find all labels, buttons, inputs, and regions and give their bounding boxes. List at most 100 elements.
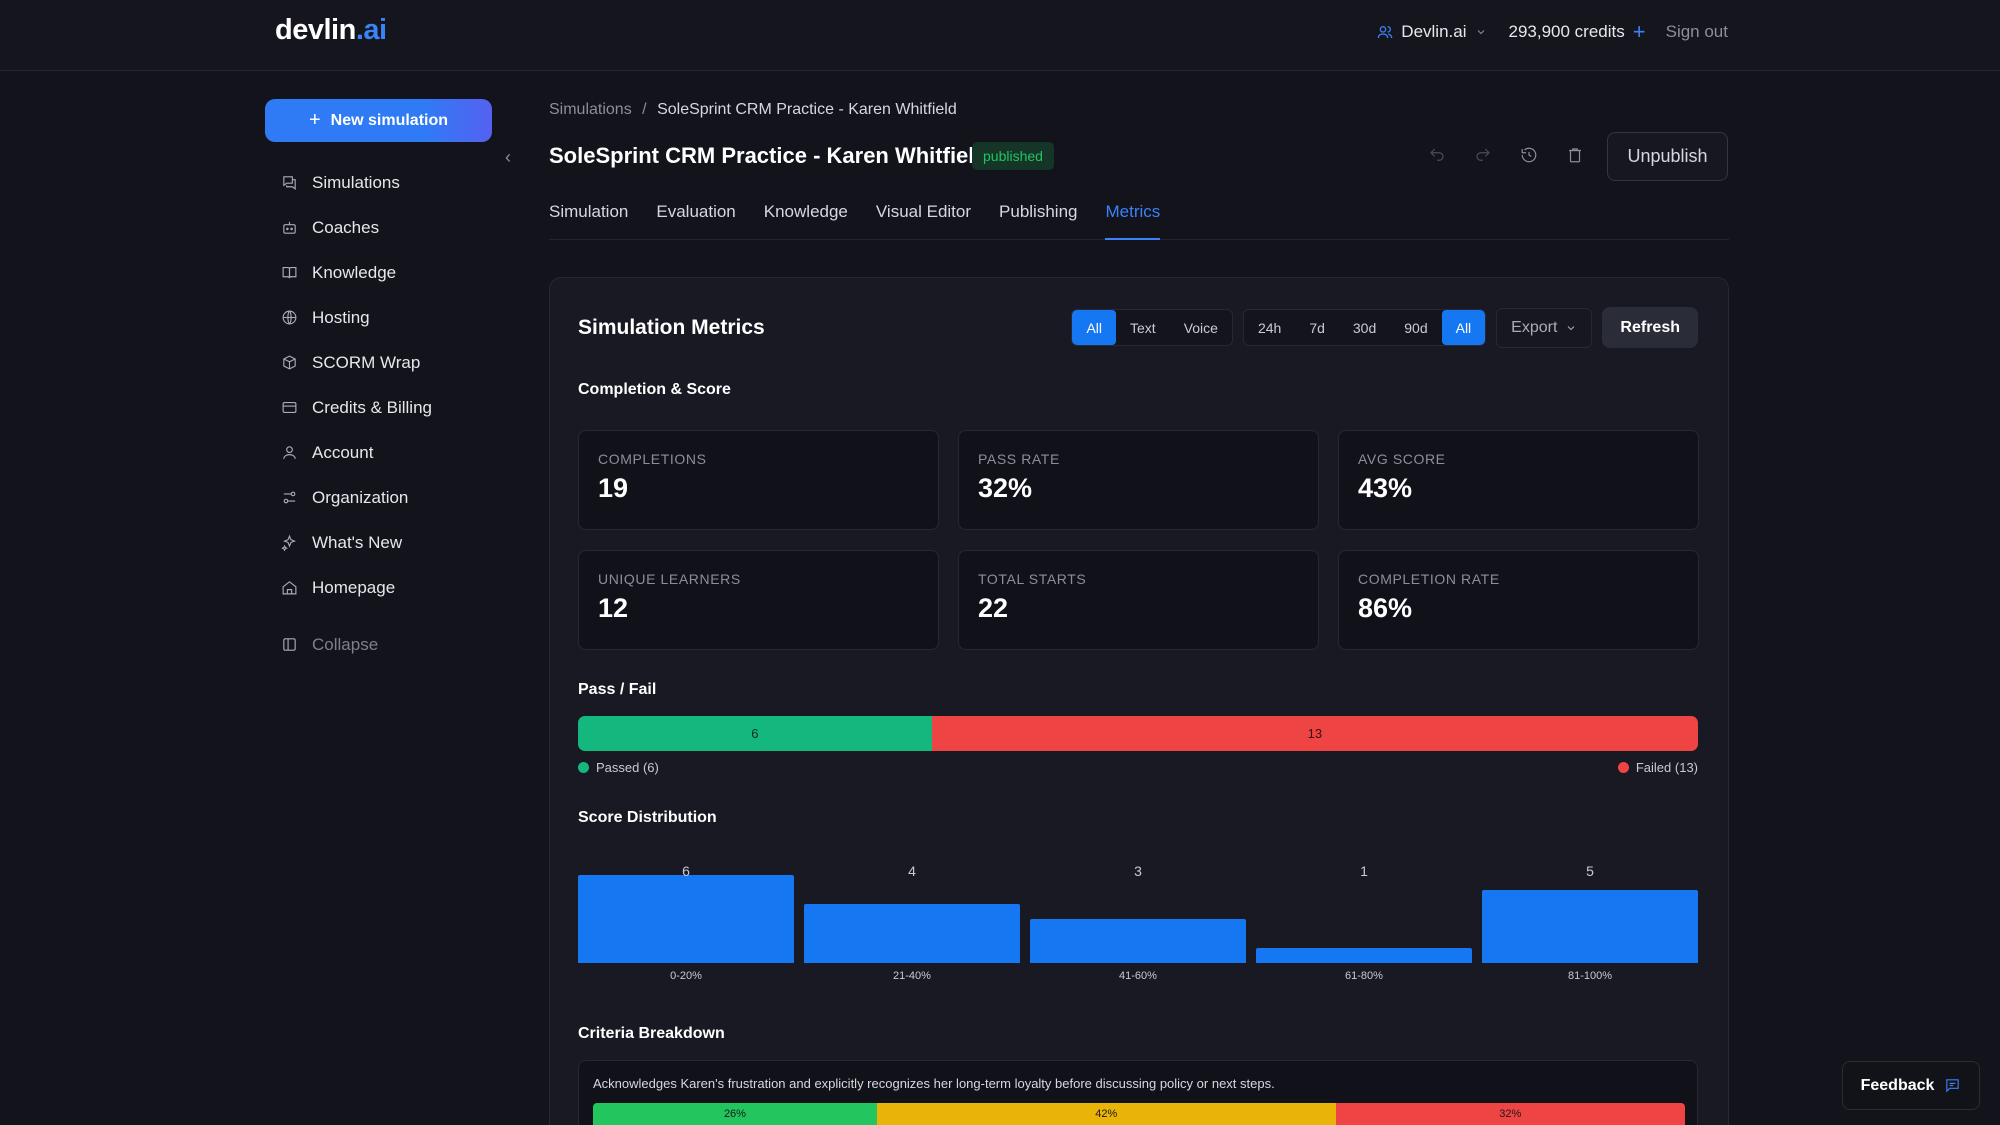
distribution-bar xyxy=(1030,919,1246,963)
criteria-segment: 32% xyxy=(1335,1103,1685,1125)
message-icon xyxy=(1946,1079,1960,1093)
users-icon xyxy=(1377,26,1393,39)
mode-all[interactable]: All xyxy=(1072,310,1117,345)
criteria-text: Acknowledges Karen's frustration and exp… xyxy=(593,1076,1275,1091)
stat-avg-score: AVG SCORE 43% xyxy=(1338,430,1699,530)
sidebar-collapse[interactable]: Collapse xyxy=(265,622,495,667)
globe-icon xyxy=(282,310,297,325)
signout-link[interactable]: Sign out xyxy=(1665,22,1728,41)
export-dropdown[interactable]: Export xyxy=(1496,307,1593,348)
home-icon xyxy=(282,581,297,595)
tab-bar: Simulation Evaluation Knowledge Visual E… xyxy=(549,200,1729,240)
chevron-down-icon xyxy=(1568,325,1575,330)
top-bar: devlin.ai Devlin.ai 293,900 credits + Si… xyxy=(0,0,2000,71)
distribution-label: 81-100% xyxy=(1567,970,1613,982)
history-icon[interactable] xyxy=(1520,146,1538,164)
sidebar-item-account[interactable]: Account xyxy=(265,430,495,475)
tab-simulation[interactable]: Simulation xyxy=(549,202,629,221)
mode-voice[interactable]: Voice xyxy=(1183,319,1218,336)
distribution-count: 4 xyxy=(908,863,916,879)
breadcrumb: Simulations / SoleSprint CRM Practice - … xyxy=(549,101,957,118)
sidebar-item-whats-new[interactable]: What's New xyxy=(265,520,495,565)
sidebar-item-organization[interactable]: Organization xyxy=(265,475,495,520)
tab-evaluation[interactable]: Evaluation xyxy=(656,202,736,221)
metrics-title: Simulation Metrics xyxy=(578,316,765,339)
failed-dot xyxy=(1617,762,1629,773)
pass-segment: 6 xyxy=(578,716,932,751)
tab-publishing[interactable]: Publishing xyxy=(999,202,1078,221)
sidebar-item-knowledge[interactable]: Knowledge xyxy=(265,250,495,295)
range-24h[interactable]: 24h xyxy=(1257,319,1282,336)
distribution-count: 6 xyxy=(682,863,690,879)
distribution-bar xyxy=(578,875,794,963)
criteria-segment: 26% xyxy=(593,1103,877,1125)
stat-pass-rate: PASS RATE 32% xyxy=(958,430,1319,530)
metrics-card: Simulation Metrics All Text Voice 24h 7d… xyxy=(549,277,1729,1125)
distribution-bar xyxy=(804,904,1020,963)
range-7d[interactable]: 7d xyxy=(1309,319,1325,336)
sidebar-item-simulations[interactable]: Simulations xyxy=(265,160,495,205)
org-name: Devlin.ai xyxy=(1401,22,1467,41)
sidebar-item-scorm-wrap[interactable]: SCORM Wrap xyxy=(265,340,495,385)
distribution-bar xyxy=(1256,948,1472,963)
range-all[interactable]: All xyxy=(1441,310,1486,345)
sidebar-item-hosting[interactable]: Hosting xyxy=(265,295,495,340)
card-icon xyxy=(282,401,297,414)
stat-unique-learners: UNIQUE LEARNERS 12 xyxy=(578,550,939,650)
redo-icon[interactable] xyxy=(1474,146,1492,164)
range-30d[interactable]: 30d xyxy=(1352,319,1377,336)
score-distribution-chart: 6 0-20% 4 21-40% 3 41-60% 1 61-80% 5 81-100% xyxy=(578,863,1698,993)
distribution-count: 5 xyxy=(1586,863,1594,879)
breadcrumb-current: SoleSprint CRM Practice - Karen Whitfiel… xyxy=(657,101,957,118)
stat-completion-rate: COMPLETION RATE 86% xyxy=(1338,550,1699,650)
undo-icon[interactable] xyxy=(1428,146,1446,164)
distribution-count: 3 xyxy=(1134,863,1142,879)
feedback-button[interactable]: Feedback xyxy=(1842,1061,1980,1110)
unpublish-button[interactable]: Unpublish xyxy=(1607,132,1728,181)
distribution-heading: Score Distribution xyxy=(578,809,717,826)
chat-icon xyxy=(283,176,296,191)
passed-dot xyxy=(578,762,589,773)
stat-total-starts: TOTAL STARTS 22 xyxy=(958,550,1319,650)
org-switcher[interactable]: Devlin.ai xyxy=(1377,22,1486,42)
panel-collapse-icon xyxy=(283,638,296,651)
passfail-heading: Pass / Fail xyxy=(578,681,657,698)
mode-text[interactable]: Text xyxy=(1130,319,1156,336)
distribution-label: 21-40% xyxy=(893,970,931,982)
tab-metrics[interactable]: Metrics xyxy=(1105,200,1161,240)
chevron-left-icon[interactable]: ‹ xyxy=(505,147,511,167)
mode-filter: All Text Voice xyxy=(1071,309,1233,346)
distribution-label: 0-20% xyxy=(670,970,702,982)
metrics-filters: All Text Voice 24h 7d 30d 90d All Export… xyxy=(1071,307,1698,348)
legend-failed: Failed (13) xyxy=(1617,760,1698,775)
distribution-count: 1 xyxy=(1360,863,1368,879)
criteria-row: Acknowledges Karen's frustration and exp… xyxy=(578,1060,1698,1125)
credits-balance: 293,900 credits xyxy=(1508,22,1625,41)
pass-fail-bar: 6 13 xyxy=(578,716,1698,751)
sidebar: + New simulation Simulations Coaches Kno… xyxy=(265,99,495,667)
plus-icon: + xyxy=(308,109,321,131)
fail-segment: 13 xyxy=(931,716,1698,751)
status-badge: published xyxy=(972,142,1054,170)
completion-heading: Completion & Score xyxy=(578,381,731,398)
sidebar-item-coaches[interactable]: Coaches xyxy=(265,205,495,250)
book-icon xyxy=(282,266,297,279)
add-credits-icon[interactable]: + xyxy=(1632,19,1646,44)
distribution-bar xyxy=(1482,889,1698,963)
stat-completions: COMPLETIONS 19 xyxy=(578,430,939,530)
new-simulation-button[interactable]: + New simulation xyxy=(265,99,492,142)
range-90d[interactable]: 90d xyxy=(1404,319,1428,336)
trash-icon[interactable] xyxy=(1566,146,1584,164)
user-icon xyxy=(283,446,296,459)
package-icon xyxy=(283,355,296,370)
tab-knowledge[interactable]: Knowledge xyxy=(763,202,848,221)
logo[interactable]: devlin.ai xyxy=(275,14,387,46)
distribution-label: 41-60% xyxy=(1119,970,1157,982)
sidebar-item-homepage[interactable]: Homepage xyxy=(265,565,495,610)
bot-icon xyxy=(283,221,296,234)
tab-visual-editor[interactable]: Visual Editor xyxy=(875,202,972,221)
breadcrumb-root[interactable]: Simulations xyxy=(549,101,632,118)
refresh-button[interactable]: Refresh xyxy=(1602,307,1698,348)
sidebar-item-credits-billing[interactable]: Credits & Billing xyxy=(265,385,495,430)
distribution-label: 61-80% xyxy=(1345,970,1383,982)
